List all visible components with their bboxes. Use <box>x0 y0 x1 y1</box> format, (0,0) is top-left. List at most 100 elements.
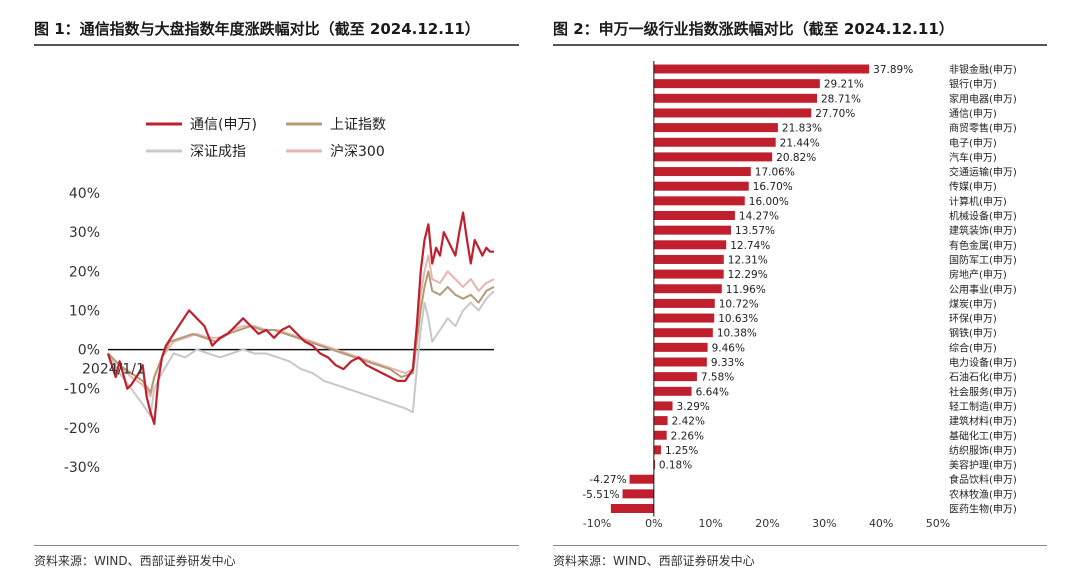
bar-value-label: 21.83% <box>782 123 822 135</box>
category-label: 建筑装饰(申万) <box>949 224 1017 237</box>
bar <box>653 445 661 455</box>
category-label: 家用电器(申万) <box>949 92 1017 105</box>
bar-value-label: 13.57% <box>735 225 775 237</box>
bar <box>653 313 715 323</box>
category-label: 非银金融(申万) <box>949 63 1017 76</box>
bar <box>653 430 667 440</box>
legend-label: 深证成指 <box>190 144 246 160</box>
bar <box>653 298 715 308</box>
bar-value-label: 29.21% <box>824 79 864 91</box>
bar <box>653 460 656 470</box>
bar-value-label: 17.06% <box>755 167 795 179</box>
bar-value-label: 16.70% <box>753 181 793 193</box>
category-label: 电子(申万) <box>949 136 997 149</box>
bar-value-label: 2.42% <box>672 416 705 428</box>
bar-value-label: 16.00% <box>749 196 789 208</box>
category-label: 轻工制造(申万) <box>949 400 1017 413</box>
bar <box>653 211 735 220</box>
category-label: 煤炭(申万) <box>949 297 997 310</box>
bar-value-label: 10.72% <box>719 298 759 310</box>
bar-chart-category-labels: 非银金融(申万) 银行(申万)家用电器(申万) 通信(申万) 商贸零售(申万)电子(申… <box>949 63 1017 516</box>
category-label: 房地产(申万) <box>949 268 1007 281</box>
y-tick-label: 20% <box>69 264 100 280</box>
x-tick-label: -10% <box>583 517 611 530</box>
bar-value-label: 1.25% <box>665 445 698 457</box>
figure1-bottom-rule <box>34 545 519 546</box>
category-label: 传媒(申万) <box>949 180 997 193</box>
bar <box>610 504 654 513</box>
bar <box>653 342 708 352</box>
series-line <box>106 211 494 425</box>
line-chart-y-axis: 40% 30% 20% 10% 0% -10% -20% -30% <box>64 186 100 476</box>
bar-value-label: 7.58% <box>701 372 734 384</box>
bar <box>653 137 776 147</box>
y-tick-label: -20% <box>64 421 100 437</box>
bar <box>629 474 654 484</box>
bar-value-label: 12.31% <box>728 254 768 266</box>
category-label: 通信(申万) <box>949 107 997 120</box>
figure1-title: 图 1：通信指数与大盘指数年度涨跌幅对比（截至 2024.12.11） <box>34 20 480 38</box>
bar-value-label: 27.70% <box>815 108 855 120</box>
category-label: 石油石化(申万) <box>949 371 1017 384</box>
category-label: 医药生物(申万) <box>949 503 1017 516</box>
legend-label: 沪深300 <box>330 144 385 160</box>
bar-chart-bars <box>610 64 870 513</box>
x-tick-label: 0% <box>645 517 662 530</box>
bar <box>653 254 724 264</box>
bar-value-label: 0.18% <box>659 460 692 472</box>
figure2-top-rule <box>553 44 1047 46</box>
category-label: 环保(申万) <box>949 312 997 325</box>
category-label: 机械设备(申万) <box>949 210 1017 223</box>
series-line <box>107 254 495 398</box>
bar-chart-value-labels: 37.89% 29.21% 28.71% 27.70% 21.83% 21.44% 20.8… <box>582 64 913 501</box>
bar <box>653 357 707 367</box>
category-label: 社会服务(申万) <box>949 385 1017 398</box>
category-label: 国防军工(申万) <box>949 253 1017 266</box>
category-label: 电力设备(申万) <box>949 356 1017 369</box>
category-label: 综合(申万) <box>949 341 997 354</box>
y-tick-label: 10% <box>69 303 100 319</box>
bar-value-label: 9.46% <box>712 342 745 354</box>
bar <box>653 93 818 103</box>
bar-value-label: 12.74% <box>730 240 770 252</box>
bar <box>653 108 812 118</box>
category-label: 银行(申万) <box>949 78 997 91</box>
category-label: 美容护理(申万) <box>949 459 1017 472</box>
category-label: 公用事业(申万) <box>949 283 1017 296</box>
bar-value-label: 3.29% <box>677 401 710 413</box>
category-label: 纺织服饰(申万) <box>949 444 1017 457</box>
line-chart-x-axis: 2024/1/1 <box>82 362 145 378</box>
bar-value-label: 21.44% <box>780 137 820 149</box>
figure1-source: 资料来源：WIND、西部证券研发中心 <box>34 554 236 568</box>
x-tick-label: 20% <box>755 517 779 530</box>
series-line <box>107 270 495 394</box>
bar-value-label: -5.51% <box>582 489 619 501</box>
bar <box>653 284 722 294</box>
bar <box>653 269 724 279</box>
series-line <box>107 290 495 418</box>
bar <box>653 181 749 191</box>
bar-value-label: 10.38% <box>717 328 757 340</box>
bar <box>653 401 673 411</box>
x-tick-label: 40% <box>869 517 893 530</box>
bar-value-label: 37.89% <box>873 64 913 76</box>
bar <box>653 328 713 338</box>
bar <box>653 196 745 206</box>
bar-value-label: -4.27% <box>589 474 626 486</box>
bar <box>622 489 654 499</box>
category-label: 商贸零售(申万) <box>949 122 1017 135</box>
bar-value-label: 14.27% <box>739 211 779 223</box>
figure2-source: 资料来源：WIND、西部证券研发中心 <box>553 554 755 568</box>
category-label: 交通运输(申万) <box>949 166 1017 179</box>
y-tick-label: -10% <box>64 382 100 398</box>
x-tick-label: 10% <box>698 517 722 530</box>
bar <box>653 240 727 250</box>
bar-value-label: 28.71% <box>821 93 861 105</box>
category-label: 基础化工(申万) <box>949 429 1017 442</box>
y-tick-label: 30% <box>69 225 100 241</box>
line-chart-series <box>106 211 495 425</box>
bar-value-label: 2.26% <box>671 430 704 442</box>
figure2-bottom-rule <box>553 545 1047 546</box>
